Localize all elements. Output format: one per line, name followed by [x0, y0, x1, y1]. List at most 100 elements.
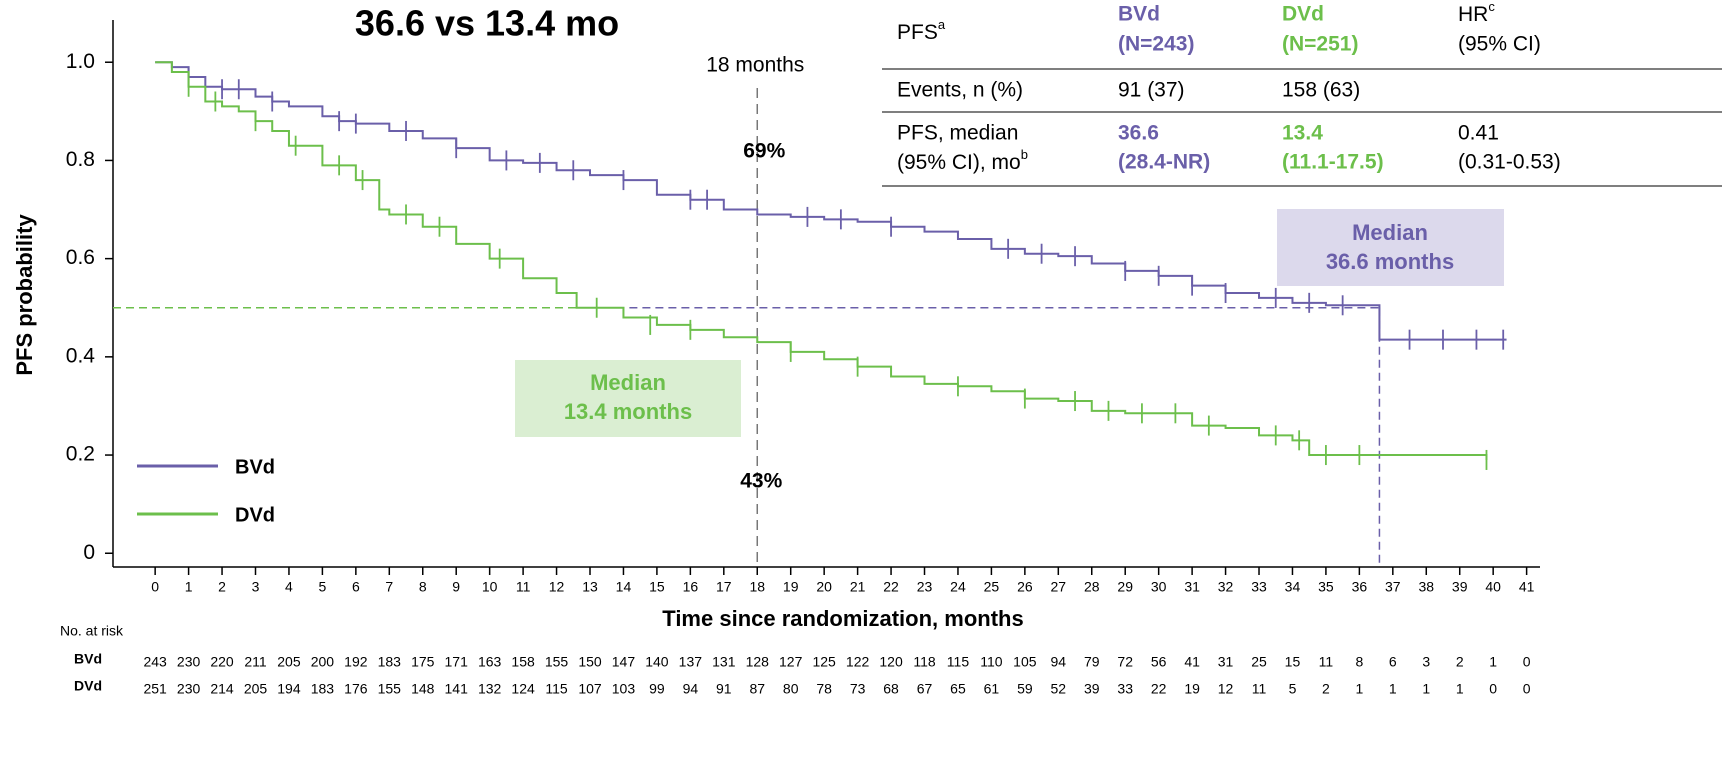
at-risk-value: 115 [947, 654, 970, 670]
x-tick-label: 11 [516, 579, 531, 595]
at-risk-value: 1 [1422, 681, 1430, 697]
at-risk-value: 56 [1151, 654, 1167, 670]
x-tick-label: 17 [716, 579, 732, 595]
x-tick-label: 23 [917, 579, 933, 595]
at-risk-value: 73 [850, 681, 866, 697]
at-risk-value: 2 [1456, 654, 1464, 670]
median-label: 13.4 months [564, 399, 692, 424]
at-risk-value: 59 [1017, 681, 1033, 697]
table-header: DVd [1282, 3, 1324, 26]
x-tick-label: 37 [1385, 579, 1401, 595]
x-tick-label: 27 [1051, 579, 1067, 595]
at-risk-value: 194 [277, 681, 301, 697]
y-tick-label: 0 [83, 541, 95, 564]
table-cell: 13.4 [1282, 122, 1323, 145]
median-box [1277, 209, 1504, 286]
at-risk-value: 110 [980, 654, 1003, 670]
x-tick-label: 31 [1184, 579, 1200, 595]
at-risk-value: 220 [210, 654, 234, 670]
at-risk-value: 19 [1184, 681, 1200, 697]
y-tick-label: 0.2 [66, 443, 95, 466]
survival-curve [155, 61, 1488, 460]
at-risk-value: 115 [545, 681, 568, 697]
y-axis-label: PFS probability [12, 214, 37, 376]
at-risk-label: DVd [74, 678, 102, 694]
table-header: PFSa [897, 17, 946, 43]
y-tick-label: 0.6 [66, 246, 95, 269]
x-tick-label: 32 [1218, 579, 1234, 595]
landmark-value: 69% [743, 140, 785, 163]
x-tick-label: 19 [783, 579, 799, 595]
legend-label: DVd [235, 504, 275, 526]
table-cell: 0.41 [1458, 122, 1499, 145]
at-risk-value: 205 [244, 681, 268, 697]
chart-title: 36.6 vs 13.4 mo [355, 3, 619, 44]
at-risk-value: 118 [913, 654, 936, 670]
table-bg [882, 0, 1722, 186]
at-risk-value: 175 [411, 654, 435, 670]
at-risk-value: 105 [1013, 654, 1037, 670]
x-tick-label: 24 [950, 579, 966, 595]
x-axis-label: Time since randomization, months [662, 606, 1023, 631]
x-tick-label: 7 [385, 579, 393, 595]
table-cell: 36.6 [1118, 122, 1159, 145]
x-tick-label: 35 [1318, 579, 1334, 595]
table-cell: PFS, median [897, 122, 1018, 145]
x-tick-label: 41 [1519, 579, 1535, 595]
at-risk-value: 6 [1389, 654, 1397, 670]
median-label: 36.6 months [1326, 249, 1454, 274]
x-tick-label: 33 [1251, 579, 1267, 595]
at-risk-value: 176 [344, 681, 368, 697]
at-risk-value: 103 [612, 681, 636, 697]
x-tick-label: 9 [452, 579, 460, 595]
at-risk-value: 183 [311, 681, 335, 697]
at-risk-value: 0 [1523, 654, 1531, 670]
footnote: c [1488, 0, 1495, 14]
x-tick-label: 38 [1418, 579, 1434, 595]
x-tick-label: 8 [419, 579, 427, 595]
at-risk-value: 1 [1389, 681, 1397, 697]
at-risk-value: 39 [1084, 681, 1100, 697]
at-risk-value: 205 [277, 654, 301, 670]
at-risk-value: 15 [1285, 654, 1301, 670]
at-risk-value: 200 [311, 654, 335, 670]
at-risk-value: 78 [816, 681, 832, 697]
at-risk-value: 80 [783, 681, 799, 697]
at-risk-value: 68 [883, 681, 899, 697]
x-tick-label: 4 [285, 579, 293, 595]
survival-curve [155, 61, 1507, 341]
at-risk-value: 1 [1456, 681, 1464, 697]
at-risk-value: 65 [950, 681, 966, 697]
table-cell: (11.1-17.5) [1282, 151, 1384, 174]
at-risk-value: 61 [984, 681, 1000, 697]
x-tick-label: 28 [1084, 579, 1100, 595]
at-risk-value: 1 [1489, 654, 1497, 670]
x-tick-label: 30 [1151, 579, 1167, 595]
at-risk-value: 8 [1355, 654, 1363, 670]
table-cell: (0.31-0.53) [1458, 151, 1561, 174]
at-risk-value: 124 [511, 681, 535, 697]
x-tick-label: 20 [816, 579, 832, 595]
at-risk-value: 122 [846, 654, 870, 670]
at-risk-value: 22 [1151, 681, 1167, 697]
x-tick-label: 3 [252, 579, 260, 595]
x-tick-label: 36 [1352, 579, 1368, 595]
at-risk-value: 87 [749, 681, 765, 697]
median-label: Median [590, 370, 666, 395]
at-risk-value: 41 [1184, 654, 1200, 670]
at-risk-value: 94 [683, 681, 699, 697]
x-tick-label: 18 [749, 579, 765, 595]
x-tick-label: 29 [1117, 579, 1133, 595]
summary-table: PFSa BVd (N=243) DVd (N=251) HRc (95% CI… [882, 0, 1722, 187]
median-label: Median [1352, 220, 1428, 245]
at-risk-value: 137 [679, 654, 703, 670]
at-risk-value: 107 [578, 681, 602, 697]
at-risk-value: 67 [917, 681, 933, 697]
x-tick-label: 12 [549, 579, 565, 595]
table-cell: 91 (37) [1118, 79, 1185, 102]
cell: HR [1458, 3, 1488, 26]
at-risk-value: 243 [143, 654, 167, 670]
at-risk-value: 131 [712, 654, 736, 670]
table-cell: (28.4-NR) [1118, 151, 1210, 174]
